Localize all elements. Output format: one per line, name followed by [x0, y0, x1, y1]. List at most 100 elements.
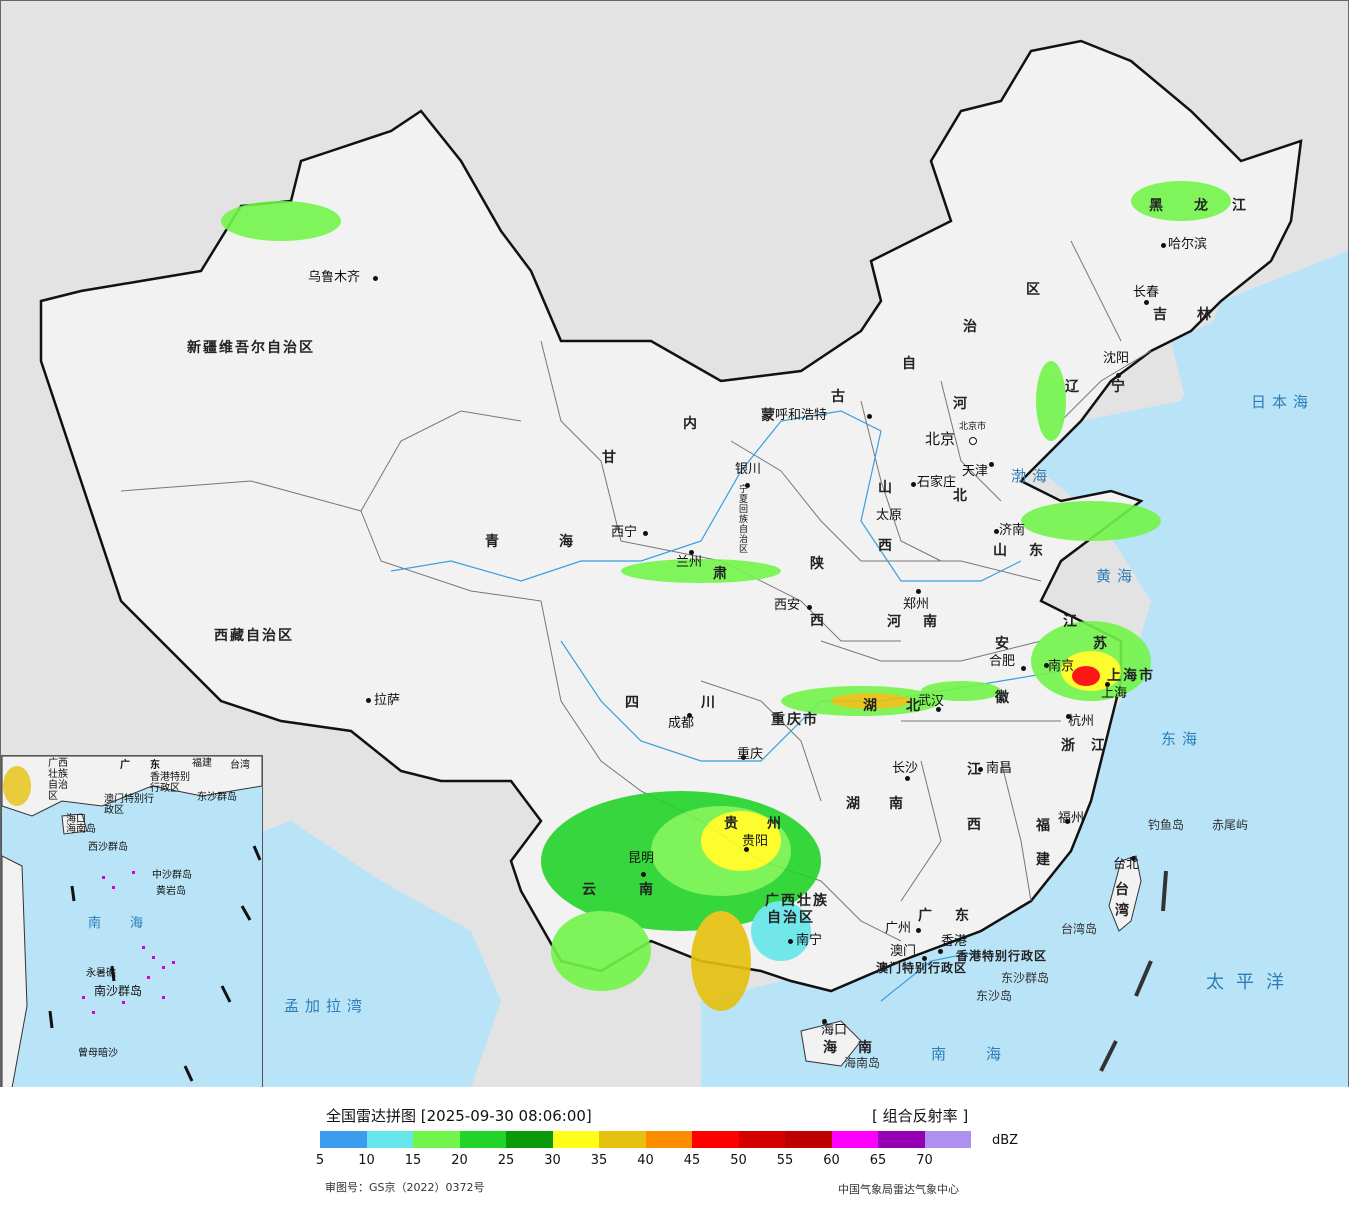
city-hongkong: 香港: [941, 934, 968, 949]
province-xinjiang: 新疆维吾尔自治区: [187, 340, 315, 356]
inset-yongshu: 永暑礁: [86, 968, 116, 979]
city-tianjin: 天津: [962, 464, 989, 479]
city-dot: [689, 550, 694, 555]
city-macau: 澳门: [890, 944, 917, 959]
scale-tick-label: 70: [916, 1153, 933, 1168]
province-ningxia: 宁夏回族自治区: [739, 485, 749, 555]
city-dot: [741, 755, 746, 760]
city-shanghai-shi: 上海市: [1107, 668, 1155, 684]
province-hunan-2: 南: [889, 796, 905, 812]
scale-color-cell: [459, 1131, 506, 1148]
province-shandong-1: 山: [993, 543, 1009, 559]
city-shanghai: 上海: [1101, 686, 1128, 701]
province-henan-1: 河: [887, 614, 903, 630]
scale-ticks: 5 10 15 20 25 30 35 40 45 50 55 60 65 70: [0, 1153, 1000, 1171]
city-dot: [744, 847, 749, 852]
island-dongsha-group: 东沙群岛: [1001, 971, 1050, 985]
city-dot: [916, 928, 921, 933]
province-yunnan-2: 南: [639, 882, 655, 898]
scale-color-cell: [552, 1131, 599, 1148]
city-dot: [1021, 666, 1026, 671]
province-sichuan-1: 四: [625, 695, 641, 711]
scale-tick-label: 20: [451, 1153, 468, 1168]
scale-color-cell: [645, 1131, 692, 1148]
province-neimenggu-5: 治: [963, 319, 979, 335]
province-jiangxi-1: 江: [967, 762, 983, 778]
map-title: 全国雷达拼图 [2025-09-30 08:06:00]: [326, 1107, 592, 1125]
city-dot: [911, 482, 916, 487]
city-dot: [643, 531, 648, 536]
sea-east: 东海: [1161, 730, 1204, 748]
province-hebei-2: 北: [953, 488, 969, 504]
product-name: [ 组合反射率 ]: [872, 1107, 969, 1125]
scale-tick-label: 5: [315, 1153, 325, 1168]
scale-tick-label: 10: [358, 1153, 375, 1168]
city-dot: [1131, 856, 1136, 861]
province-zhejiang-2: 江: [1091, 738, 1107, 754]
china-land: [39, 39, 1303, 993]
province-guangdong-2: 东: [955, 908, 971, 924]
city-urumqi: 乌鲁木齐: [308, 270, 361, 285]
scale-tick-label: 30: [544, 1153, 561, 1168]
city-nanjing: 南京: [1048, 659, 1075, 674]
region-hongkong-sar: 香港特别行政区: [956, 949, 1048, 963]
inset-hongkong: 香港特别行政区: [150, 772, 190, 794]
city-dot: [1105, 682, 1110, 687]
city-dot: [1065, 819, 1070, 824]
sea-bengal: 孟加拉湾: [284, 997, 369, 1015]
province-jiangxi-2: 西: [967, 817, 983, 833]
city-dot: [1044, 663, 1049, 668]
inset-dong: 东: [150, 760, 160, 771]
inset-haikou: 海口: [66, 814, 86, 825]
city-hefei: 合肥: [989, 654, 1016, 669]
city-wuhan: 武汉: [918, 694, 945, 709]
sea-bohai: 渤海: [1011, 467, 1054, 485]
inset-guangxi: 广西壮族自治区: [48, 758, 68, 802]
scale-color-cell: [831, 1131, 878, 1148]
scale-color-cell: [738, 1131, 785, 1148]
island-hainan: 海南岛: [844, 1056, 881, 1070]
province-yunnan-1: 云: [582, 882, 598, 898]
city-taipei: 台北: [1113, 857, 1140, 872]
city-yinchuan: 银川: [735, 462, 762, 477]
city-hohhot: 呼和浩特: [775, 408, 828, 423]
city-changsha: 长沙: [892, 761, 919, 776]
taiwan-land: [1108, 855, 1142, 932]
scale-color-cell: [413, 1131, 460, 1148]
inset-guang: 广: [120, 760, 130, 771]
legend-panel: 全国雷达拼图 [2025-09-30 08:06:00] [ 组合反射率 ] d…: [0, 1087, 1349, 1208]
scale-tick-label: 40: [637, 1153, 654, 1168]
city-lanzhou: 兰州: [676, 555, 703, 570]
inset-fujian: 福建: [192, 758, 212, 769]
scale-tick-label: 55: [776, 1153, 794, 1168]
scale-color-cell: [878, 1131, 925, 1148]
province-shanxi-1: 山: [878, 480, 894, 496]
sea-boundary: [1099, 870, 1168, 1072]
ocean-east: [701, 251, 1348, 1087]
city-guangzhou: 广州: [885, 921, 912, 936]
city-hangzhou: 杭州: [1068, 714, 1095, 729]
province-jilin-2: 林: [1197, 307, 1213, 323]
scale-tick-label: 35: [590, 1153, 608, 1168]
sea-south: 南海: [931, 1045, 1042, 1063]
capital-star-icon: [969, 437, 977, 445]
province-hubei-1: 湖: [863, 698, 879, 714]
scale-color-cell: [692, 1131, 739, 1148]
scale-tick-label: 15: [404, 1153, 422, 1168]
city-dot: [641, 872, 646, 877]
province-hebei-1: 河: [953, 396, 969, 412]
scale-color-cell: [506, 1131, 553, 1148]
province-gansu-2: 肃: [713, 566, 729, 582]
city-xian: 西安: [774, 598, 801, 613]
province-taiwan-2: 湾: [1115, 903, 1131, 919]
ocean-japan: [1171, 261, 1348, 471]
city-dot: [822, 1019, 827, 1024]
south-china-sea-inset: 广西壮族自治区 广 东 福建 台湾 香港特别行政区 澳门特别行政区 东沙群岛 海…: [1, 755, 263, 1087]
province-guangxi-1: 广西壮族: [765, 893, 829, 909]
city-chengdu: 成都: [668, 716, 695, 731]
sea-pacific: 太平洋: [1206, 972, 1296, 993]
city-dot: [366, 698, 371, 703]
province-xizang: 西藏自治区: [214, 628, 294, 644]
inset-zengmu: 曾母暗沙: [78, 1048, 118, 1059]
sea-japan: 日本海: [1251, 393, 1315, 411]
